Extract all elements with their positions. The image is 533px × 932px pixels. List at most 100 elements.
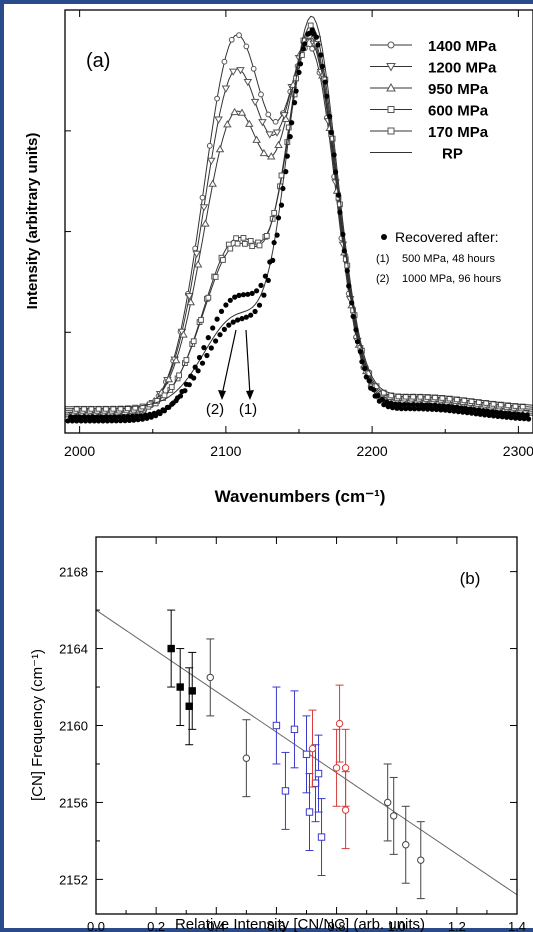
data-point xyxy=(272,721,281,730)
recovered-point xyxy=(261,292,267,298)
recovered-point xyxy=(107,414,113,420)
legend-marker xyxy=(387,41,395,49)
recovered-point xyxy=(254,288,260,294)
spectrum-point xyxy=(206,157,216,166)
recovered-point xyxy=(218,308,225,314)
recovered-point xyxy=(397,401,403,408)
arrow-1-head xyxy=(246,390,254,400)
recovered-point xyxy=(94,414,100,420)
recovered-point xyxy=(232,294,238,300)
spectrum-point xyxy=(227,245,234,252)
recovered-point xyxy=(350,313,356,319)
recovered-marker xyxy=(381,234,387,240)
recovered-point xyxy=(100,418,106,424)
recovered-point xyxy=(480,408,486,414)
spectrum-point xyxy=(201,219,210,227)
recovered-point xyxy=(420,406,426,412)
recovered-point xyxy=(401,402,407,408)
recovered-point xyxy=(90,414,96,420)
recovered-point xyxy=(328,129,334,136)
x-tick-label-b: 0.4 xyxy=(207,919,225,932)
recovered-point xyxy=(252,308,258,315)
recovered-point xyxy=(305,31,311,37)
recovered-point xyxy=(454,404,460,410)
recovered-point xyxy=(524,412,530,418)
recovered-point xyxy=(81,414,87,420)
recovered-point xyxy=(201,345,207,351)
x-tick-label-b: 1.2 xyxy=(448,919,466,932)
recovered-point xyxy=(287,134,293,140)
recovered-point xyxy=(315,42,321,48)
legend-marker xyxy=(387,127,395,135)
recovered-point xyxy=(485,408,491,414)
data-point xyxy=(290,725,299,734)
recovered-point xyxy=(74,418,80,424)
x-axis-label-b: Relative Intensity [CN/NC] (arb. units) xyxy=(175,916,425,932)
recovered-point xyxy=(486,412,492,418)
spectrum-point xyxy=(230,107,239,116)
recovered-point xyxy=(392,401,399,407)
recovered-point xyxy=(467,406,473,412)
x-tick-label-b: 0.6 xyxy=(267,919,285,932)
recovered-point xyxy=(371,387,377,393)
recovered-point xyxy=(292,100,298,106)
recovered-point xyxy=(109,418,115,424)
spectrum-point xyxy=(168,384,175,390)
data-point xyxy=(341,806,350,814)
recovered-point xyxy=(390,405,396,411)
spectrum-point xyxy=(263,232,270,239)
group-grey xyxy=(206,638,425,900)
legend-marker xyxy=(386,82,396,92)
data-point xyxy=(281,787,290,795)
spectrum-point xyxy=(337,201,343,208)
recovered-point xyxy=(517,415,523,421)
recovered-point xyxy=(419,402,425,408)
arrow-2 xyxy=(221,329,237,396)
recovered-point xyxy=(265,277,271,283)
group-black xyxy=(167,609,197,746)
spectrum-point xyxy=(256,242,263,249)
recovered-point xyxy=(398,406,404,412)
recovered-point xyxy=(278,202,285,208)
recovered-point xyxy=(142,412,148,418)
data-point xyxy=(302,750,311,759)
recovered-point xyxy=(275,215,282,221)
spectrum-point xyxy=(236,67,245,75)
spectrum-point xyxy=(281,114,291,123)
recovered-point xyxy=(177,393,184,399)
spectrum-point xyxy=(221,58,228,65)
recovered-point xyxy=(469,410,475,416)
recovered-point xyxy=(473,411,479,417)
x-tick-label-b: 0.0 xyxy=(87,919,105,932)
spectrum-line xyxy=(65,15,533,408)
y-axis-label-a: Intensity (arbitrary units) xyxy=(24,133,41,310)
recovered-point xyxy=(240,292,246,298)
recovered-point xyxy=(147,411,153,417)
recovered-point xyxy=(120,414,127,420)
recovered-point xyxy=(91,418,97,424)
recovered-point xyxy=(366,378,372,384)
recovered-point xyxy=(502,410,508,416)
recovered-point xyxy=(511,411,517,417)
recovered-point xyxy=(300,46,306,52)
spectrum-point xyxy=(237,108,247,116)
recovered-point xyxy=(99,414,105,420)
recovered-point xyxy=(113,418,119,424)
recovered-point xyxy=(116,414,122,420)
spectrum-point xyxy=(265,131,275,139)
legend-label: 950 MPa xyxy=(428,81,489,98)
recovered-point xyxy=(425,406,431,412)
spectrum-point xyxy=(272,118,279,125)
recovered-point xyxy=(118,418,124,424)
legend-marker xyxy=(387,106,395,113)
chart-a: 2000 2100 2200 2300 (a) Wavenumbers (cm⁻¹) … xyxy=(24,9,533,506)
arrow-2-head xyxy=(218,390,226,400)
spectrum-point xyxy=(221,85,231,93)
legend-label: RP xyxy=(442,146,463,163)
spectrum-point xyxy=(344,262,351,269)
recovered-point xyxy=(344,268,350,274)
recovered-point xyxy=(482,412,488,418)
spectrum-point xyxy=(258,91,264,98)
spectrum-point xyxy=(176,372,182,379)
